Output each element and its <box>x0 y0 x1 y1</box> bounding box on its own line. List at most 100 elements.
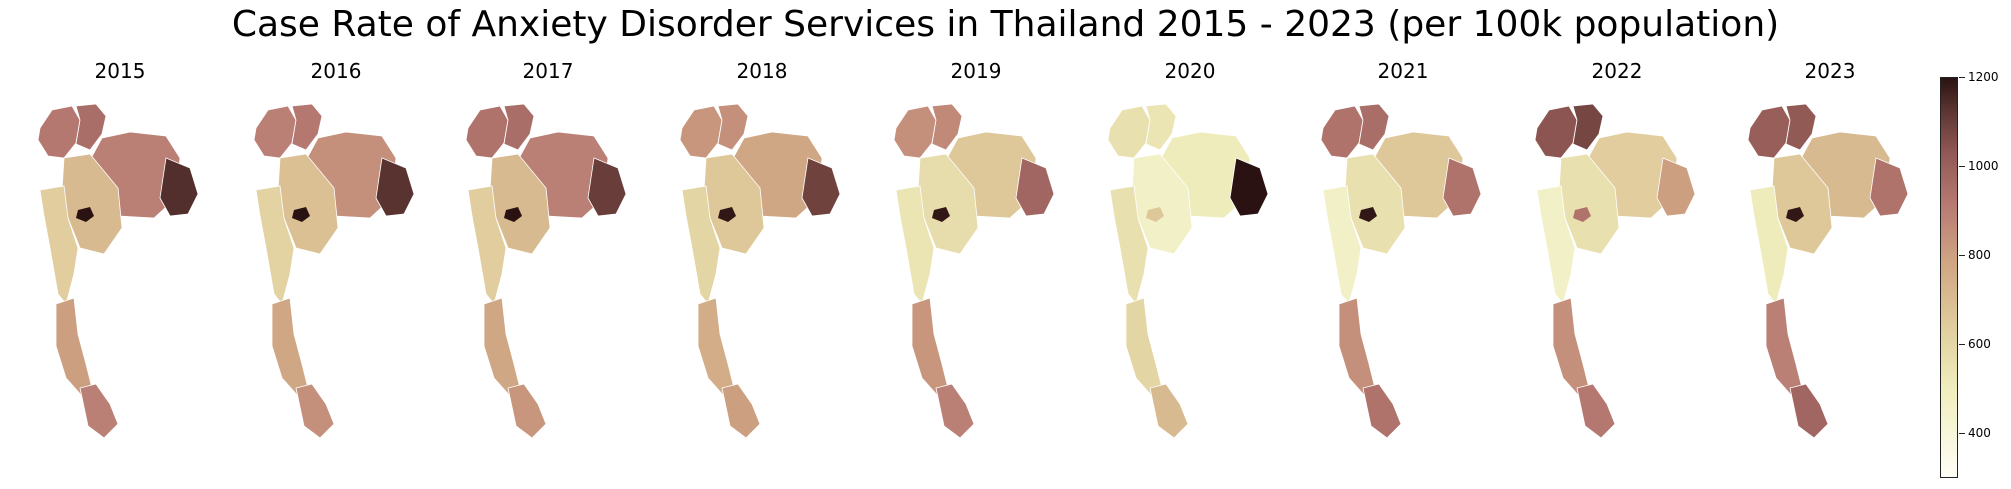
thailand-map <box>465 103 627 439</box>
region-deep-south <box>1362 383 1402 439</box>
region-northwest <box>1534 105 1578 159</box>
region-north <box>1145 103 1177 151</box>
region-west <box>1322 185 1362 305</box>
region-west <box>1536 185 1576 305</box>
region-east-edge <box>801 157 841 217</box>
panel-year-label: 2017 <box>522 59 574 83</box>
panel-year-label: 2022 <box>1591 59 1643 83</box>
region-west <box>467 185 507 305</box>
region-north <box>1572 103 1604 151</box>
region-north <box>717 103 749 151</box>
thailand-map <box>1320 103 1482 439</box>
colorbar <box>1940 77 1958 478</box>
region-deep-south <box>935 383 975 439</box>
region-deep-south <box>1789 383 1829 439</box>
region-north <box>1785 103 1817 151</box>
region-east-edge <box>1229 157 1269 217</box>
region-bangkok <box>504 207 522 222</box>
region-northwest <box>253 105 297 159</box>
map-panel: 2020 <box>1090 58 1290 458</box>
region-west <box>681 185 721 305</box>
map-panel: 2015 <box>20 58 220 458</box>
map-panel: 2022 <box>1517 58 1717 458</box>
colorbar-tick-mark <box>1959 166 1965 167</box>
region-south <box>55 297 93 397</box>
map-panel: 2023 <box>1730 58 1930 458</box>
panel-year-label: 2015 <box>94 59 146 83</box>
region-bangkok <box>932 207 950 222</box>
panel-year-label: 2016 <box>310 59 362 83</box>
thailand-map <box>1747 103 1909 439</box>
region-north <box>1358 103 1390 151</box>
region-west <box>895 185 935 305</box>
region-north <box>503 103 535 151</box>
region-south <box>271 297 309 397</box>
region-south <box>1765 297 1803 397</box>
colorbar-tick-label: 800 <box>1968 248 1991 262</box>
region-north <box>931 103 963 151</box>
region-west <box>39 185 79 305</box>
thailand-map <box>893 103 1055 439</box>
region-deep-south <box>1576 383 1616 439</box>
region-east-edge <box>1015 157 1055 217</box>
colorbar-tick-label: 1200 <box>1968 70 1999 84</box>
thailand-map <box>1534 103 1696 439</box>
region-bangkok <box>1146 207 1164 222</box>
region-northwest <box>1747 105 1791 159</box>
region-south <box>1125 297 1163 397</box>
map-panel: 2019 <box>876 58 1076 458</box>
region-east-edge <box>1442 157 1482 217</box>
region-deep-south <box>79 383 119 439</box>
region-deep-south <box>721 383 761 439</box>
region-bangkok <box>292 207 310 222</box>
region-south <box>1338 297 1376 397</box>
colorbar-tick-label: 600 <box>1968 337 1991 351</box>
region-east-edge <box>159 157 199 217</box>
region-bangkok <box>1786 207 1804 222</box>
region-bangkok <box>1359 207 1377 222</box>
region-northwest <box>465 105 509 159</box>
thailand-map <box>37 103 199 439</box>
region-bangkok <box>76 207 94 222</box>
region-northwest <box>37 105 81 159</box>
region-south <box>483 297 521 397</box>
region-south <box>911 297 949 397</box>
region-west <box>1109 185 1149 305</box>
region-northwest <box>1320 105 1364 159</box>
region-east-edge <box>1869 157 1909 217</box>
colorbar-tick-mark <box>1959 344 1965 345</box>
map-panel: 2021 <box>1303 58 1503 458</box>
panel-year-label: 2023 <box>1804 59 1856 83</box>
map-panel: 2018 <box>662 58 862 458</box>
region-north <box>75 103 107 151</box>
region-south <box>1552 297 1590 397</box>
region-south <box>697 297 735 397</box>
region-northwest <box>679 105 723 159</box>
colorbar-tick-mark <box>1959 77 1965 78</box>
colorbar-tick-mark <box>1959 433 1965 434</box>
thailand-map <box>1107 103 1269 439</box>
region-bangkok <box>1573 207 1591 222</box>
region-north <box>291 103 323 151</box>
region-northwest <box>893 105 937 159</box>
panel-year-label: 2019 <box>950 59 1002 83</box>
region-east-edge <box>375 157 415 217</box>
region-east-edge <box>1656 157 1696 217</box>
region-west <box>1749 185 1789 305</box>
panel-year-label: 2021 <box>1377 59 1429 83</box>
panel-year-label: 2020 <box>1164 59 1216 83</box>
panel-year-label: 2018 <box>736 59 788 83</box>
region-deep-south <box>295 383 335 439</box>
region-east-edge <box>587 157 627 217</box>
chart-title: Case Rate of Anxiety Disorder Services i… <box>231 4 1780 45</box>
region-bangkok <box>718 207 736 222</box>
colorbar-tick-label: 1000 <box>1968 159 1999 173</box>
map-panel: 2016 <box>236 58 436 458</box>
region-deep-south <box>1149 383 1189 439</box>
region-deep-south <box>507 383 547 439</box>
colorbar-tick-mark <box>1959 255 1965 256</box>
colorbar-tick-label: 400 <box>1968 426 1991 440</box>
map-panel: 2017 <box>448 58 648 458</box>
region-northwest <box>1107 105 1151 159</box>
thailand-map <box>679 103 841 439</box>
